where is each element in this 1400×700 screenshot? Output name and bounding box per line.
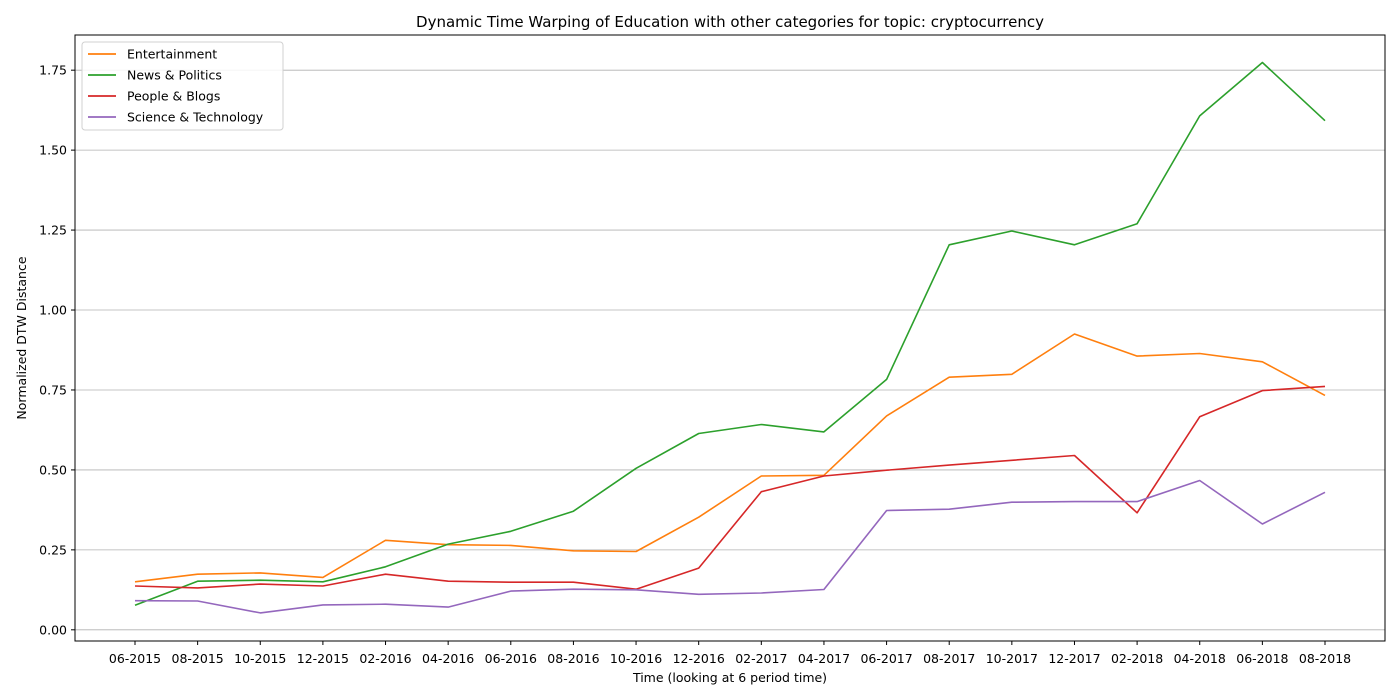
x-tick-label: 04-2016 (422, 651, 474, 666)
gridlines (75, 69, 1385, 631)
x-tick-label: 10-2015 (234, 651, 286, 666)
x-tick-label: 06-2016 (485, 651, 537, 666)
legend: Entertainment News & Politics People & Blo… (81, 41, 284, 131)
x-tick-label: 10-2016 (610, 651, 662, 666)
x-tick-label: 12-2015 (297, 651, 349, 666)
series-line-2 (134, 385, 1326, 591)
y-axis-ticks: 0.00 0.25 0.50 0.75 1.00 1.25 1.50 1.75 (39, 63, 75, 637)
series-line-3 (134, 479, 1326, 614)
x-axis-label: Time (looking at 6 period time) (632, 670, 827, 685)
x-tick-label: 12-2016 (673, 651, 725, 666)
y-tick-label: 1.00 (39, 303, 67, 318)
x-axis-ticks: 06-2015 08-2015 10-2015 12-2015 02-2016 04-20… (109, 641, 1351, 666)
plot-frame (74, 34, 1386, 642)
x-tick-label: 10-2017 (986, 651, 1038, 666)
series-lines (134, 61, 1326, 614)
x-tick-label: 08-2015 (172, 651, 224, 666)
x-tick-label: 02-2017 (735, 651, 787, 666)
legend-label: People & Blogs (127, 89, 220, 104)
series-line-1 (134, 61, 1326, 606)
y-tick-label: 0.50 (39, 462, 67, 477)
x-tick-label: 02-2016 (359, 651, 411, 666)
x-tick-label: 08-2016 (547, 651, 599, 666)
y-tick-label: 0.75 (39, 382, 67, 397)
legend-label: Entertainment (127, 47, 217, 62)
x-tick-label: 08-2017 (923, 651, 975, 666)
legend-label: News & Politics (127, 68, 222, 83)
series-line-0 (134, 333, 1326, 583)
x-tick-label: 04-2017 (798, 651, 850, 666)
x-tick-label: 02-2018 (1111, 651, 1163, 666)
y-tick-label: 0.25 (39, 542, 67, 557)
x-tick-label: 08-2018 (1299, 651, 1351, 666)
y-tick-label: 1.25 (39, 223, 67, 238)
y-tick-label: 0.00 (39, 622, 67, 637)
legend-label: Science & Technology (127, 110, 264, 125)
y-tick-label: 1.75 (39, 63, 67, 78)
chart-title: Dynamic Time Warping of Education with o… (416, 13, 1044, 31)
x-tick-label: 12-2017 (1048, 651, 1100, 666)
x-tick-label: 06-2018 (1236, 651, 1288, 666)
x-tick-label: 06-2015 (109, 651, 161, 666)
y-tick-label: 1.50 (39, 143, 67, 158)
y-axis-label: Normalized DTW Distance (14, 256, 29, 419)
legend-box (81, 41, 284, 131)
x-tick-label: 06-2017 (860, 651, 912, 666)
x-tick-label: 04-2018 (1174, 651, 1226, 666)
